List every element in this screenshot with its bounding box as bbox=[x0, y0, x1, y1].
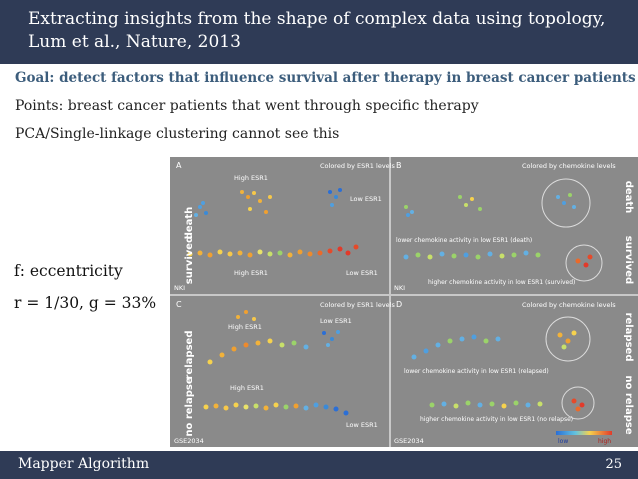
row-label-death-right: death bbox=[623, 181, 634, 214]
panel-b: B Colored by chemokine levels lower chem… bbox=[394, 161, 616, 292]
row-label-relapsed-left: relapsed bbox=[184, 331, 195, 380]
panel-c-high-esr1-top: High ESR1 bbox=[228, 323, 262, 331]
slide-footer: Mapper Algorithm 25 bbox=[0, 451, 638, 479]
points-text: Points: breast cancer patients that went… bbox=[15, 98, 479, 114]
mapper-figure-svg: A Colored by ESR1 levels High ESR1 Low E… bbox=[170, 157, 638, 447]
slide-header: Extracting insights from the shape of co… bbox=[0, 0, 638, 64]
panel-d-no-relapse-note: higher chemokine activity in low ESR1 (n… bbox=[420, 416, 573, 423]
panel-d-relapsed-highlight bbox=[545, 316, 591, 362]
mapper-figure: A Colored by ESR1 levels High ESR1 Low E… bbox=[170, 157, 638, 447]
panel-d-relapsed-note: lower chemokine activity in low ESR1 (re… bbox=[404, 368, 549, 375]
panel-c-high-esr1-bottom: High ESR1 bbox=[230, 384, 264, 392]
panel-c-dataset: GSE2034 bbox=[174, 437, 204, 445]
panel-a-low-esr1-bottom: Low ESR1 bbox=[346, 269, 378, 277]
slide-title: Extracting insights from the shape of co… bbox=[28, 9, 606, 29]
panel-a-high-esr1-top: High ESR1 bbox=[234, 174, 268, 182]
panel-b-letter: B bbox=[396, 161, 402, 170]
panel-a-colored-by: Colored by ESR1 levels bbox=[320, 162, 395, 170]
panel-d-no-relapse-highlight bbox=[561, 386, 595, 420]
panel-c-low-esr1-top: Low ESR1 bbox=[320, 317, 352, 325]
panel-c-top-nodes bbox=[207, 310, 340, 365]
page-number: 25 bbox=[605, 457, 622, 472]
row-label-death-left: death bbox=[184, 207, 195, 240]
colorbar bbox=[556, 431, 612, 435]
panel-a-top-nodes bbox=[194, 188, 342, 217]
panel-a-dataset: NKI bbox=[174, 284, 185, 292]
footer-section-title: Mapper Algorithm bbox=[18, 456, 150, 472]
panel-b-death-highlight bbox=[541, 178, 591, 228]
pca-text: PCA/Single-linkage clustering cannot see… bbox=[15, 126, 340, 142]
panel-c: C Colored by ESR1 levels High ESR1 Low E… bbox=[174, 300, 395, 445]
row-label-survived-right: survived bbox=[623, 236, 634, 284]
panel-d-dataset: GSE2034 bbox=[394, 437, 424, 445]
eccentricity-label: f: eccentricity bbox=[14, 262, 123, 280]
panel-a-letter: A bbox=[176, 161, 182, 170]
panel-c-low-esr1-bottom: Low ESR1 bbox=[346, 421, 378, 429]
panel-d-colored-by: Colored by chemokine levels bbox=[522, 301, 616, 309]
panel-a-low-esr1-top: Low ESR1 bbox=[350, 195, 382, 203]
goal-text: Goal: detect factors that influence surv… bbox=[15, 70, 636, 86]
panel-c-colored-by: Colored by ESR1 levels bbox=[320, 301, 395, 309]
panel-a-high-esr1-bottom: High ESR1 bbox=[234, 269, 268, 277]
panel-c-letter: C bbox=[176, 300, 182, 309]
colorbar-high-label: high bbox=[598, 438, 611, 445]
panel-a-bottom-nodes bbox=[187, 244, 359, 258]
colorbar-low-label: low bbox=[558, 438, 568, 445]
panel-b-colored-by: Colored by chemokine levels bbox=[522, 162, 616, 170]
panel-b-nodes bbox=[403, 193, 593, 268]
row-label-no-relapse-left: no relapse bbox=[184, 377, 195, 436]
panel-a: A Colored by ESR1 levels High ESR1 Low E… bbox=[174, 161, 395, 292]
panel-d-nodes bbox=[411, 330, 585, 412]
panel-b-survived-note: higher chemokine activity in low ESR1 (s… bbox=[428, 279, 575, 286]
slide-citation: Lum et al., Nature, 2013 bbox=[28, 32, 241, 52]
panel-d: D Colored by chemokine levels lower chem… bbox=[394, 300, 616, 445]
row-label-survived-left: survived bbox=[184, 236, 195, 284]
row-label-no-relapse-right: no relapse bbox=[623, 375, 634, 434]
row-label-relapsed-right: relapsed bbox=[623, 313, 634, 362]
panel-b-dataset: NKI bbox=[394, 284, 405, 292]
panel-b-survived-highlight bbox=[565, 244, 603, 282]
panel-b-death-note: lower chemokine activity in low ESR1 (de… bbox=[396, 237, 532, 244]
panel-d-letter: D bbox=[396, 300, 402, 309]
parameters-label: r = 1/30, g = 33% bbox=[14, 294, 157, 312]
panel-c-bottom-nodes bbox=[203, 402, 349, 416]
